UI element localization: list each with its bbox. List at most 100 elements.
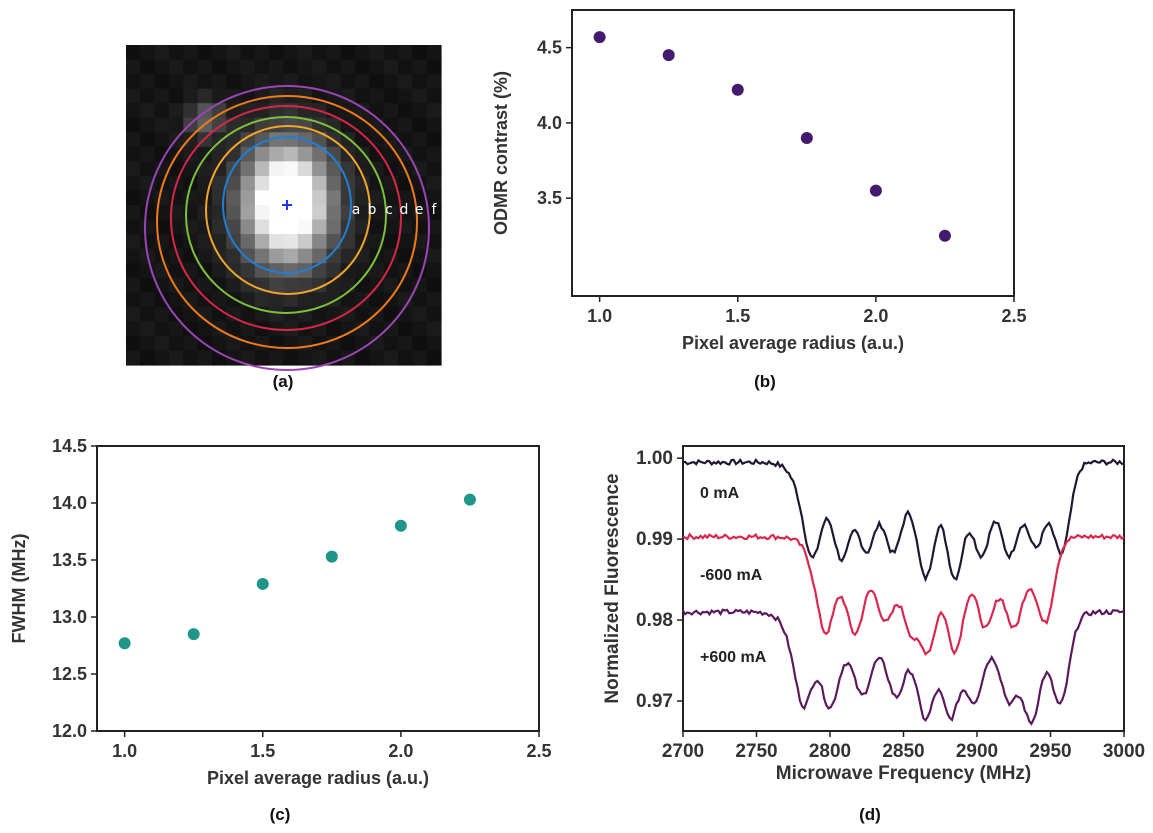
image-pixel bbox=[269, 161, 285, 177]
image-pixel bbox=[426, 234, 442, 250]
y-axis-title: ODMR contrast (%) bbox=[491, 71, 511, 235]
image-pixel bbox=[312, 161, 328, 177]
image-pixel bbox=[183, 161, 199, 177]
image-pixel bbox=[355, 88, 371, 104]
image-pixel bbox=[312, 175, 328, 192]
image-pixel bbox=[126, 132, 141, 148]
image-pixel bbox=[254, 175, 270, 192]
image-pixel bbox=[197, 190, 213, 206]
image-pixel bbox=[326, 205, 342, 221]
series-line-2 bbox=[682, 608, 1125, 726]
image-pixel bbox=[168, 321, 184, 337]
image-pixel bbox=[254, 321, 270, 337]
image-pixel bbox=[426, 132, 442, 148]
image-pixel bbox=[398, 335, 413, 352]
image-pixel bbox=[183, 88, 199, 104]
image-pixel bbox=[297, 219, 313, 235]
image-pixel bbox=[211, 161, 227, 177]
image-pixel bbox=[383, 45, 399, 61]
image-pixel bbox=[426, 321, 442, 337]
image-pixel bbox=[383, 59, 399, 75]
image-pixel bbox=[369, 175, 385, 192]
data-point bbox=[463, 493, 476, 506]
image-pixel bbox=[226, 175, 242, 192]
image-pixel bbox=[226, 248, 242, 264]
image-pixel bbox=[140, 132, 156, 148]
image-pixel bbox=[140, 88, 156, 104]
image-pixel bbox=[126, 161, 141, 177]
image-pixel bbox=[168, 45, 184, 61]
image-pixel bbox=[269, 146, 285, 162]
image-pixel bbox=[426, 219, 442, 235]
image-pixel bbox=[369, 321, 385, 337]
image-pixel bbox=[140, 161, 156, 177]
image-pixel bbox=[383, 219, 399, 235]
image-pixel bbox=[355, 321, 371, 337]
data-point bbox=[118, 637, 131, 650]
image-pixel bbox=[369, 59, 385, 75]
x-tick-label: 2.0 bbox=[388, 741, 413, 761]
image-pixel bbox=[226, 74, 242, 90]
image-pixel bbox=[269, 190, 285, 206]
image-pixel bbox=[269, 132, 285, 148]
image-pixel bbox=[340, 74, 356, 90]
image-pixel bbox=[412, 45, 428, 61]
image-pixel bbox=[426, 277, 442, 293]
image-pixel bbox=[269, 277, 285, 293]
image-pixel bbox=[369, 74, 385, 90]
image-pixel bbox=[398, 59, 413, 75]
image-pixel bbox=[240, 59, 256, 75]
image-pixel bbox=[326, 74, 342, 90]
image-pixel bbox=[240, 190, 256, 206]
image-pixel bbox=[398, 146, 413, 162]
image-pixel bbox=[355, 132, 371, 148]
image-pixel bbox=[254, 219, 270, 235]
y-tick-label: 0.97 bbox=[636, 691, 673, 712]
image-pixel bbox=[126, 292, 141, 308]
image-pixel bbox=[369, 190, 385, 206]
image-pixel bbox=[168, 350, 184, 366]
y-tick-label: 14.5 bbox=[52, 436, 87, 456]
data-point bbox=[325, 550, 338, 563]
image-pixel bbox=[412, 306, 428, 322]
image-pixel bbox=[226, 45, 242, 61]
x-tick-label: 3000 bbox=[1103, 741, 1145, 762]
image-pixel bbox=[140, 234, 156, 250]
image-pixel bbox=[154, 103, 170, 119]
image-pixel bbox=[426, 175, 442, 192]
image-pixel bbox=[126, 350, 141, 366]
image-pixel bbox=[254, 74, 270, 90]
x-tick-label: 1.0 bbox=[587, 306, 612, 326]
image-pixel bbox=[226, 103, 242, 119]
image-pixel bbox=[412, 248, 428, 264]
y-tick-label: 13.0 bbox=[52, 607, 87, 627]
image-pixel bbox=[283, 248, 299, 264]
image-pixel bbox=[168, 205, 184, 221]
image-pixel bbox=[355, 190, 371, 206]
image-pixel bbox=[183, 103, 199, 119]
image-pixel bbox=[297, 175, 313, 192]
image-pixel bbox=[412, 161, 428, 177]
image-pixel bbox=[140, 292, 156, 308]
image-pixel bbox=[197, 146, 213, 162]
x-tick-label: 2800 bbox=[809, 741, 851, 762]
image-pixel bbox=[126, 205, 141, 221]
ring-label-a: a bbox=[352, 202, 361, 218]
image-pixel bbox=[126, 335, 141, 352]
image-pixel bbox=[326, 335, 342, 352]
image-pixel bbox=[240, 161, 256, 177]
image-pixel bbox=[355, 59, 371, 75]
image-pixel bbox=[340, 234, 356, 250]
image-pixel bbox=[398, 45, 413, 61]
ring-f bbox=[144, 85, 430, 371]
image-pixel bbox=[297, 248, 313, 264]
image-pixel bbox=[398, 117, 413, 133]
image-pixel bbox=[140, 59, 156, 75]
image-pixel bbox=[355, 161, 371, 177]
image-pixel bbox=[183, 59, 199, 75]
ring-label-b: b bbox=[368, 202, 377, 218]
image-pixel bbox=[297, 190, 313, 206]
image-pixel bbox=[297, 350, 313, 366]
image-pixel bbox=[383, 88, 399, 104]
